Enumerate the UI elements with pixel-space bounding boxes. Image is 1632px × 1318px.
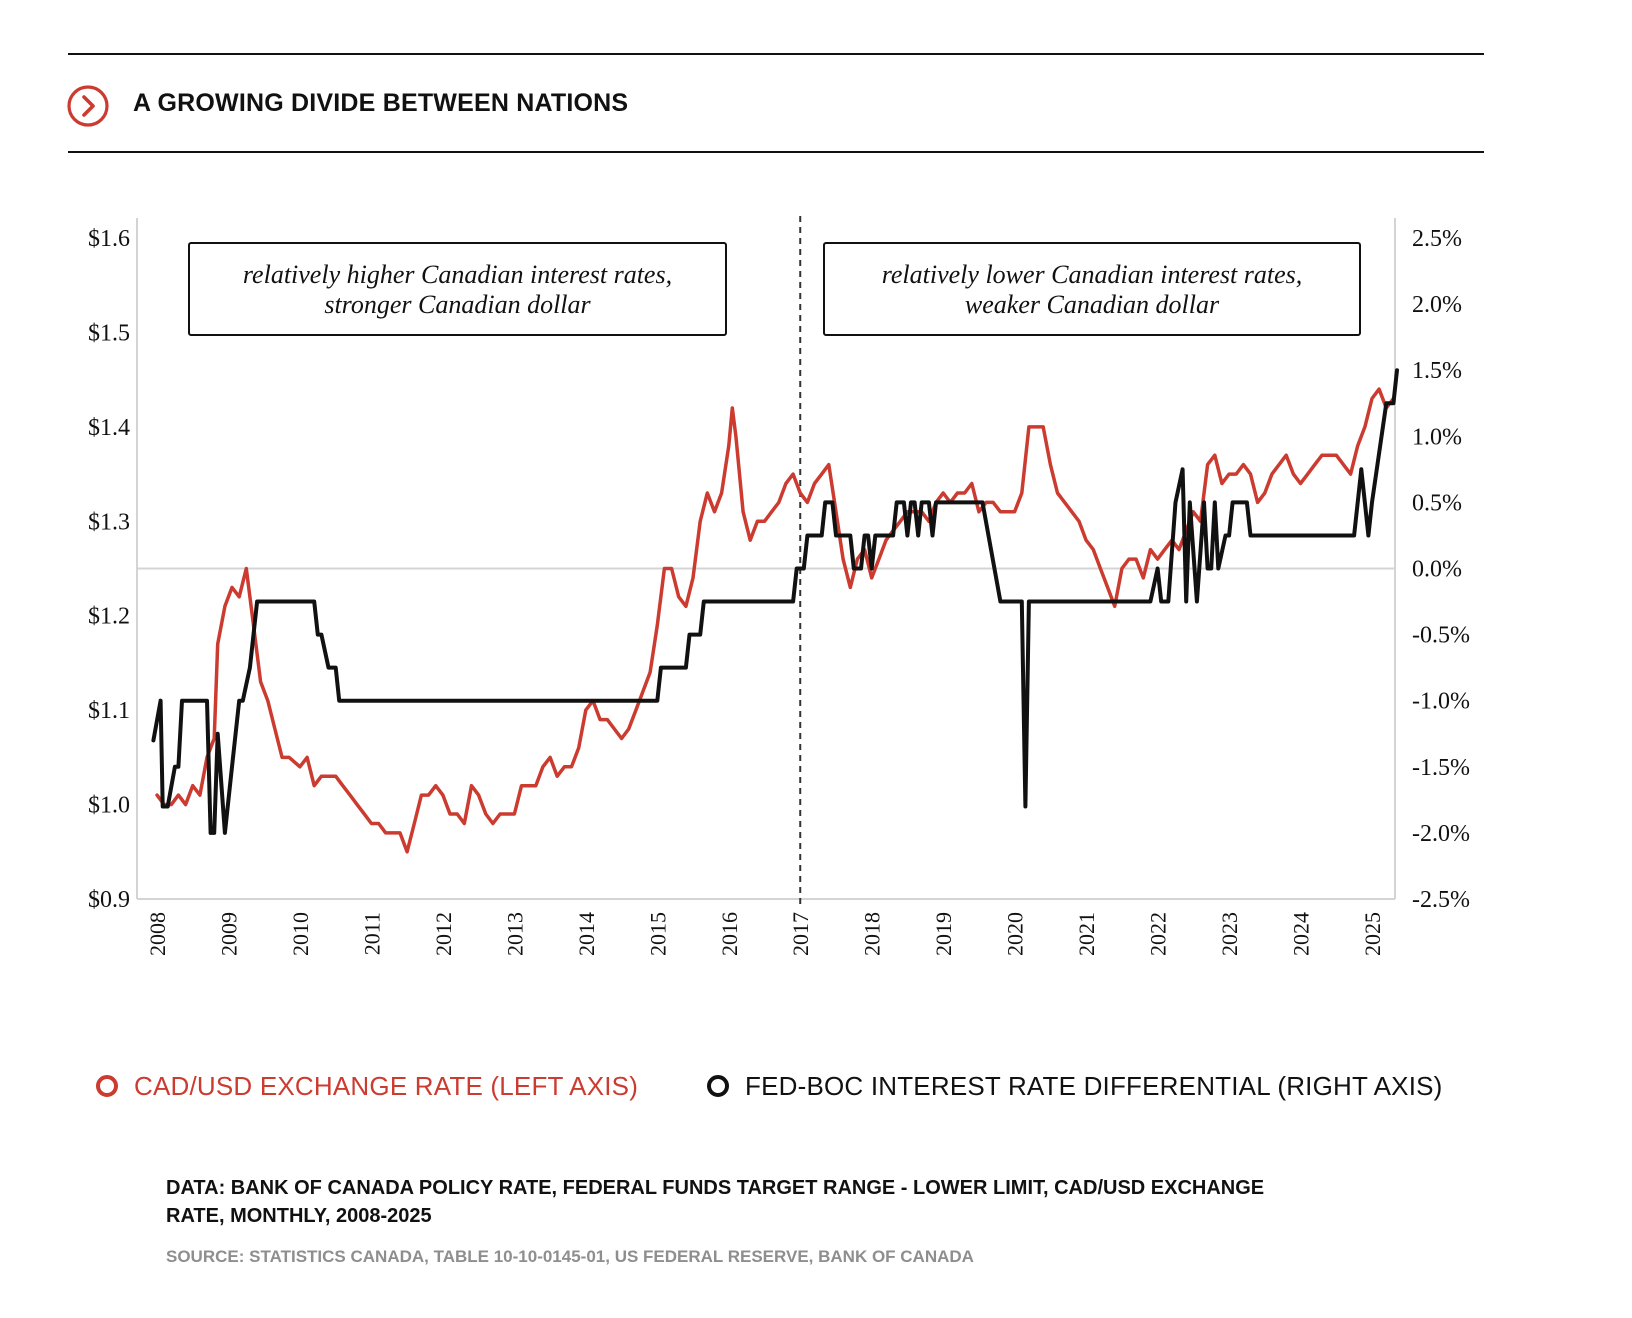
right-tick-label: -0.5% (1412, 623, 1470, 649)
x-tick-label: 2025 (1360, 912, 1385, 956)
data-note: DATA: BANK OF CANADA POLICY RATE, FEDERA… (166, 1177, 1265, 1227)
left-tick-label: $1.4 (88, 415, 130, 441)
right-tick-label: 1.0% (1412, 424, 1462, 450)
chevron-right-circle-icon (67, 85, 109, 127)
top-rule (68, 53, 1484, 55)
x-tick-label: 2011 (359, 912, 384, 955)
left-tick-label: $1.0 (88, 793, 130, 819)
x-tick-label: 2010 (288, 912, 313, 956)
x-tick-label: 2024 (1289, 912, 1314, 956)
left-tick-label: $1.6 (88, 226, 130, 252)
left-tick-label: $0.9 (88, 887, 130, 913)
source-note: SOURCE: STATISTICS CANADA, TABLE 10-10-0… (166, 1247, 974, 1266)
annotation-line-1: relatively higher Canadian interest rate… (243, 260, 672, 289)
right-tick-label: 2.5% (1412, 226, 1462, 252)
x-tick-label: 2019 (931, 912, 956, 956)
x-tick-label: 2014 (574, 912, 599, 956)
header-bottom-rule (68, 151, 1484, 153)
chart-title: A GROWING DIVIDE BETWEEN NATIONS (133, 89, 629, 117)
x-tick-label: 2008 (145, 912, 170, 956)
legend-item-rate-differential: FED-BOC INTEREST RATE DIFFERENTIAL (RIGH… (707, 1068, 1443, 1104)
exchange-rate-line (155, 387, 1396, 854)
left-tick-label: $1.3 (88, 509, 130, 535)
x-tick-label: 2013 (502, 912, 527, 956)
right-tick-label: 0.0% (1412, 557, 1462, 583)
x-tick-label: 2021 (1074, 912, 1099, 956)
legend-item-exchange-rate: CAD/USD EXCHANGE RATE (LEFT AXIS) (96, 1068, 638, 1104)
red-circle-legend-marker (96, 1075, 118, 1097)
left-tick-label: $1.2 (88, 604, 130, 630)
rate-differential-line (151, 368, 1399, 835)
annotation-box (188, 242, 727, 336)
legend-label-rate-differential: FED-BOC INTEREST RATE DIFFERENTIAL (RIGH… (745, 1070, 1443, 1101)
annotation-line-2: stronger Canadian dollar (324, 290, 591, 319)
x-tick-label: 2015 (645, 912, 670, 956)
x-tick-label: 2018 (860, 912, 885, 956)
annotation-line-2: weaker Canadian dollar (965, 290, 1220, 319)
x-tick-label: 2016 (717, 912, 742, 956)
x-tick-label: 2022 (1146, 912, 1171, 956)
left-tick-label: $1.5 (88, 320, 130, 346)
x-tick-label: 2017 (788, 912, 813, 956)
right-tick-label: -2.5% (1412, 887, 1470, 913)
x-tick-label: 2020 (1003, 912, 1028, 956)
right-tick-label: -1.5% (1412, 755, 1470, 781)
left-tick-label: $1.1 (88, 698, 130, 724)
x-tick-label: 2023 (1217, 912, 1242, 956)
legend-label-exchange-rate: CAD/USD EXCHANGE RATE (LEFT AXIS) (134, 1070, 639, 1101)
right-tick-label: -1.0% (1412, 689, 1470, 715)
annotation-line-1: relatively lower Canadian interest rates… (882, 260, 1303, 289)
chart-canvas: $0.9 $1.0 $1.1 $1.2 $1.3 $1.4 $1.5 $1.6 2.5% 2.0%… (88, 216, 1470, 956)
right-tick-label: 0.5% (1412, 490, 1462, 516)
right-tick-label: 1.5% (1412, 358, 1462, 384)
x-tick-label: 2012 (431, 912, 456, 956)
right-tick-label: -2.0% (1412, 821, 1470, 847)
black-circle-legend-marker (707, 1075, 729, 1097)
right-tick-label: 2.0% (1412, 292, 1462, 318)
x-tick-label: 2009 (216, 912, 241, 956)
annotation-box (823, 242, 1361, 336)
